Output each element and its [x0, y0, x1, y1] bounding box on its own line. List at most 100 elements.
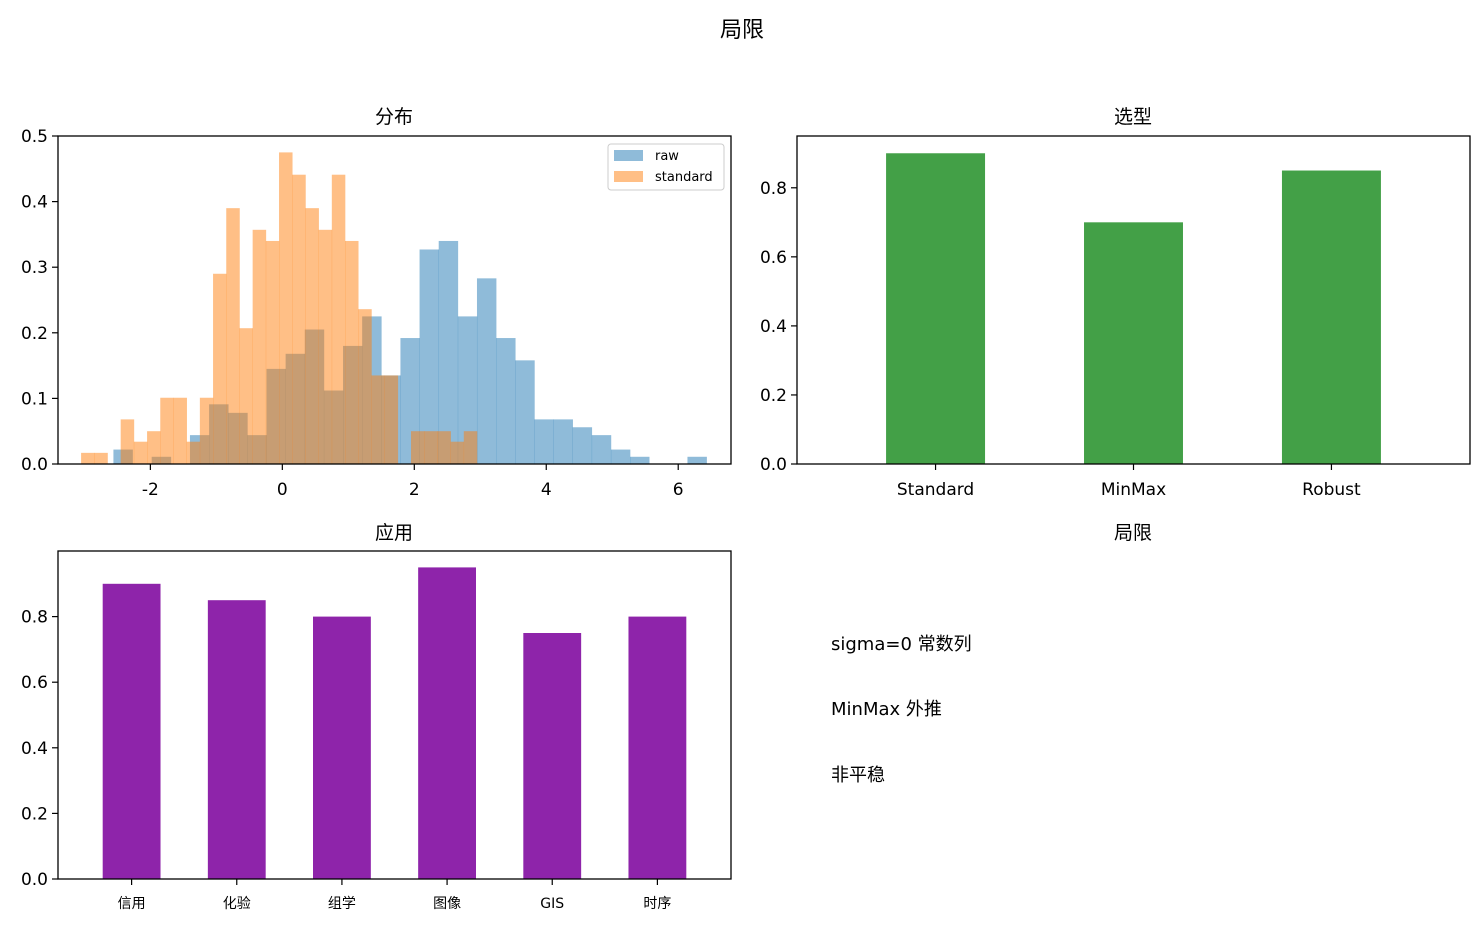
- y-tick-label-0-8: 0.8: [21, 608, 48, 628]
- hist-bar-raw-27: [630, 456, 650, 464]
- y-tick-label-0-4: 0.4: [21, 193, 48, 213]
- hist-bar-standard-8: [186, 441, 201, 464]
- model-selection-bars: [886, 153, 1381, 465]
- hist-bar-standard-5: [147, 431, 161, 464]
- model-selection-x-axis: Standard MinMax Robust: [897, 464, 1361, 500]
- legend-label-standard: standard: [655, 170, 713, 185]
- x-tick-label-2: 组学: [328, 896, 356, 912]
- hist-bar-standard-0: [81, 452, 95, 464]
- hist-bar-standard-27: [437, 431, 451, 464]
- x-tick-label-0: Standard: [897, 480, 974, 500]
- hist-bar-raw-23: [553, 419, 573, 464]
- hist-bar-standard-25: [410, 431, 425, 464]
- model-selection-y-axis: 0.0 0.2 0.4 0.6 0.8: [760, 179, 797, 475]
- legend-swatch-standard: [614, 171, 643, 182]
- hist-bar-standard-23: [384, 375, 399, 464]
- x-tick-label-5: 时序: [643, 896, 671, 912]
- hist-bar-raw-18: [457, 316, 478, 464]
- limitation-note-1: sigma=0 常数列: [831, 634, 972, 655]
- histogram-legend: raw standard: [607, 143, 725, 191]
- hist-bar-raw-19: [476, 278, 497, 464]
- hist-bar-raw-17: [438, 240, 459, 464]
- hist-bar-standard-19: [331, 174, 346, 465]
- bar-4: [523, 633, 582, 879]
- y-tick-label-0-2: 0.2: [760, 386, 787, 406]
- x-tick-label-1: MinMax: [1101, 480, 1166, 500]
- legend-swatch-raw: [614, 150, 643, 161]
- hist-bar-standard-20: [345, 240, 359, 464]
- model-selection-title: 选型: [1114, 106, 1152, 128]
- hist-bar-standard-16: [292, 174, 306, 465]
- hist-bar-standard-11: [226, 208, 240, 464]
- limitations-panel: 局限 sigma=0 常数列 MinMax 外推 非平稳: [831, 522, 1152, 786]
- applications-bars: [102, 567, 687, 879]
- bar-0: [102, 583, 161, 879]
- hist-bar-standard-29: [463, 431, 478, 464]
- histogram-frame: [57, 135, 732, 465]
- y-tick-label-0-8: 0.8: [760, 179, 787, 199]
- x-tick-label-1: 化验: [223, 896, 251, 912]
- histogram-y-axis: 0.0 0.1 0.2 0.3 0.4 0.5: [21, 127, 58, 475]
- hist-bar-raw-22: [534, 419, 554, 464]
- histogram-x-axis: -2 0 2 4 6: [142, 464, 684, 500]
- hist-bar-standard-9: [199, 397, 214, 464]
- y-tick-label-0-5: 0.5: [21, 127, 48, 147]
- x-tick-label-0: 0: [277, 480, 288, 500]
- y-tick-label-0-3: 0.3: [21, 258, 48, 278]
- hist-bar-raw-26: [610, 449, 631, 464]
- y-tick-label-0-6: 0.6: [760, 248, 787, 268]
- applications-panel: 应用 信用 化验 组学 图像 GIS 时序 0.0 0.2 0.4 0.6 0.8: [21, 522, 732, 912]
- applications-x-axis: 信用 化验 组学 图像 GIS 时序: [118, 879, 671, 912]
- hist-bar-standard-18: [318, 229, 333, 464]
- x-tick-label-2: 2: [409, 480, 420, 500]
- y-tick-label-0-6: 0.6: [21, 673, 48, 693]
- y-tick-label-0-1: 0.1: [21, 389, 48, 409]
- hist-bar-raw-21: [515, 360, 535, 464]
- y-tick-label-0: 0.0: [760, 455, 787, 475]
- hist-bar-standard-21: [358, 309, 372, 464]
- hist-bar-standard-1: [94, 452, 108, 464]
- bar-0: [886, 153, 986, 464]
- model-selection-panel: 选型 Standard MinMax Robust 0.0 0.2 0.4 0.6 0.8: [760, 106, 1471, 500]
- x-tick-label-0: 信用: [118, 896, 146, 912]
- bar-5: [628, 616, 687, 879]
- x-tick-label--2: -2: [142, 480, 159, 500]
- x-tick-label-3: 图像: [433, 896, 461, 912]
- hist-bar-raw-20: [496, 338, 516, 464]
- histogram-panel: 分布 -2 0 2 4 6 0.0 0.1 0.2 0.3 0.4 0.5 raw standar…: [21, 106, 732, 500]
- limitation-note-2: MinMax 外推: [831, 699, 942, 720]
- y-tick-label-0-2: 0.2: [21, 324, 48, 344]
- hist-bar-standard-28: [450, 441, 465, 464]
- applications-title: 应用: [375, 522, 413, 544]
- figure-suptitle: 局限: [720, 18, 764, 43]
- legend-label-raw: raw: [655, 149, 679, 164]
- hist-bar-standard-12: [239, 328, 253, 464]
- hist-bar-standard-7: [173, 397, 187, 464]
- hist-bar-standard-4: [133, 441, 148, 464]
- limitation-note-3: 非平稳: [831, 765, 885, 786]
- histogram-bars: [81, 152, 707, 465]
- bar-1: [1084, 222, 1183, 464]
- y-tick-label-0-4: 0.4: [760, 317, 787, 337]
- y-tick-label-0-2: 0.2: [21, 804, 48, 824]
- y-tick-label-0: 0.0: [21, 870, 48, 890]
- x-tick-label-4: GIS: [540, 896, 564, 912]
- hist-bar-raw-25: [591, 435, 612, 464]
- hist-bar-raw-30: [687, 456, 707, 464]
- hist-bar-standard-14: [265, 240, 280, 464]
- model-selection-frame: [796, 135, 1471, 465]
- bar-1: [207, 600, 266, 879]
- x-tick-label-6: 6: [673, 480, 684, 500]
- hist-bar-standard-10: [213, 273, 227, 464]
- y-tick-label-0-4: 0.4: [21, 739, 48, 759]
- hist-bar-standard-15: [279, 152, 293, 464]
- hist-bar-standard-3: [120, 419, 135, 464]
- limitations-title: 局限: [1114, 522, 1152, 544]
- histogram-title: 分布: [375, 106, 413, 128]
- hist-bar-standard-6: [160, 397, 174, 464]
- applications-frame: [57, 550, 732, 880]
- y-tick-label-0: 0.0: [21, 455, 48, 475]
- applications-y-axis: 0.0 0.2 0.4 0.6 0.8: [21, 608, 58, 890]
- x-tick-label-4: 4: [541, 480, 552, 500]
